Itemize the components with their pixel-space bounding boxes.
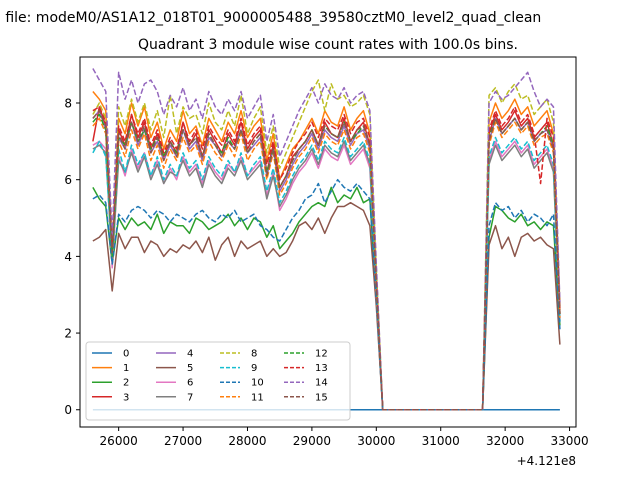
axes-frame xyxy=(79,56,577,428)
series-line-10 xyxy=(92,178,561,411)
legend-label-2: 2 xyxy=(123,378,129,389)
series-line-7 xyxy=(92,140,561,411)
legend-label-11: 11 xyxy=(251,392,264,403)
x-tick-label: 28000 xyxy=(228,434,266,448)
y-axis: 0 2 4 6 8 xyxy=(64,97,80,417)
series-line-9 xyxy=(92,136,561,411)
chart-title: Quadrant 3 module wise count rates with … xyxy=(138,37,518,53)
x-tick-label: 27000 xyxy=(164,434,202,448)
legend-label-9: 9 xyxy=(251,363,257,374)
legend-label-12: 12 xyxy=(315,349,328,360)
legend-label-13: 13 xyxy=(315,363,328,374)
x-tick-label: 33000 xyxy=(550,434,588,448)
series-lines xyxy=(92,68,561,411)
x-tick-label: 31000 xyxy=(422,434,460,448)
series-line-13 xyxy=(92,106,561,411)
figure-suptitle: n file: modeM0/AS1A12_018T01_9000005488_… xyxy=(0,10,541,26)
legend-label-4: 4 xyxy=(187,349,193,360)
legend-label-0: 0 xyxy=(123,349,129,360)
series-line-5 xyxy=(92,201,561,411)
y-tick-label: 6 xyxy=(64,173,72,187)
series-line-11 xyxy=(92,117,561,411)
x-axis: 26000 27000 28000 29000 30000 31000 32000 33000 xyxy=(100,427,589,448)
legend-label-1: 1 xyxy=(123,363,129,374)
y-tick-label: 8 xyxy=(64,97,72,111)
series-line-14 xyxy=(92,68,561,411)
series-line-6 xyxy=(92,140,561,411)
y-tick-label: 0 xyxy=(64,403,72,417)
series-line-2 xyxy=(92,186,561,411)
legend-label-10: 10 xyxy=(251,378,264,389)
legend-label-15: 15 xyxy=(315,392,328,403)
legend-label-6: 6 xyxy=(187,378,193,389)
legend-box xyxy=(85,341,351,421)
legend-label-8: 8 xyxy=(251,349,257,360)
series-line-8 xyxy=(92,79,561,411)
x-tick-label: 29000 xyxy=(293,434,331,448)
x-tick-label: 26000 xyxy=(100,434,138,448)
x-tick-label: 32000 xyxy=(486,434,524,448)
legend-label-14: 14 xyxy=(315,378,328,389)
y-tick-label: 4 xyxy=(64,250,72,264)
y-tick-label: 2 xyxy=(64,327,72,341)
series-line-15 xyxy=(92,109,561,411)
x-tick-label: 30000 xyxy=(357,434,395,448)
legend-label-3: 3 xyxy=(123,392,129,403)
legend-label-7: 7 xyxy=(187,392,193,403)
legend-label-5: 5 xyxy=(187,363,193,374)
x-offset-label: +4.121e8 xyxy=(517,454,576,468)
